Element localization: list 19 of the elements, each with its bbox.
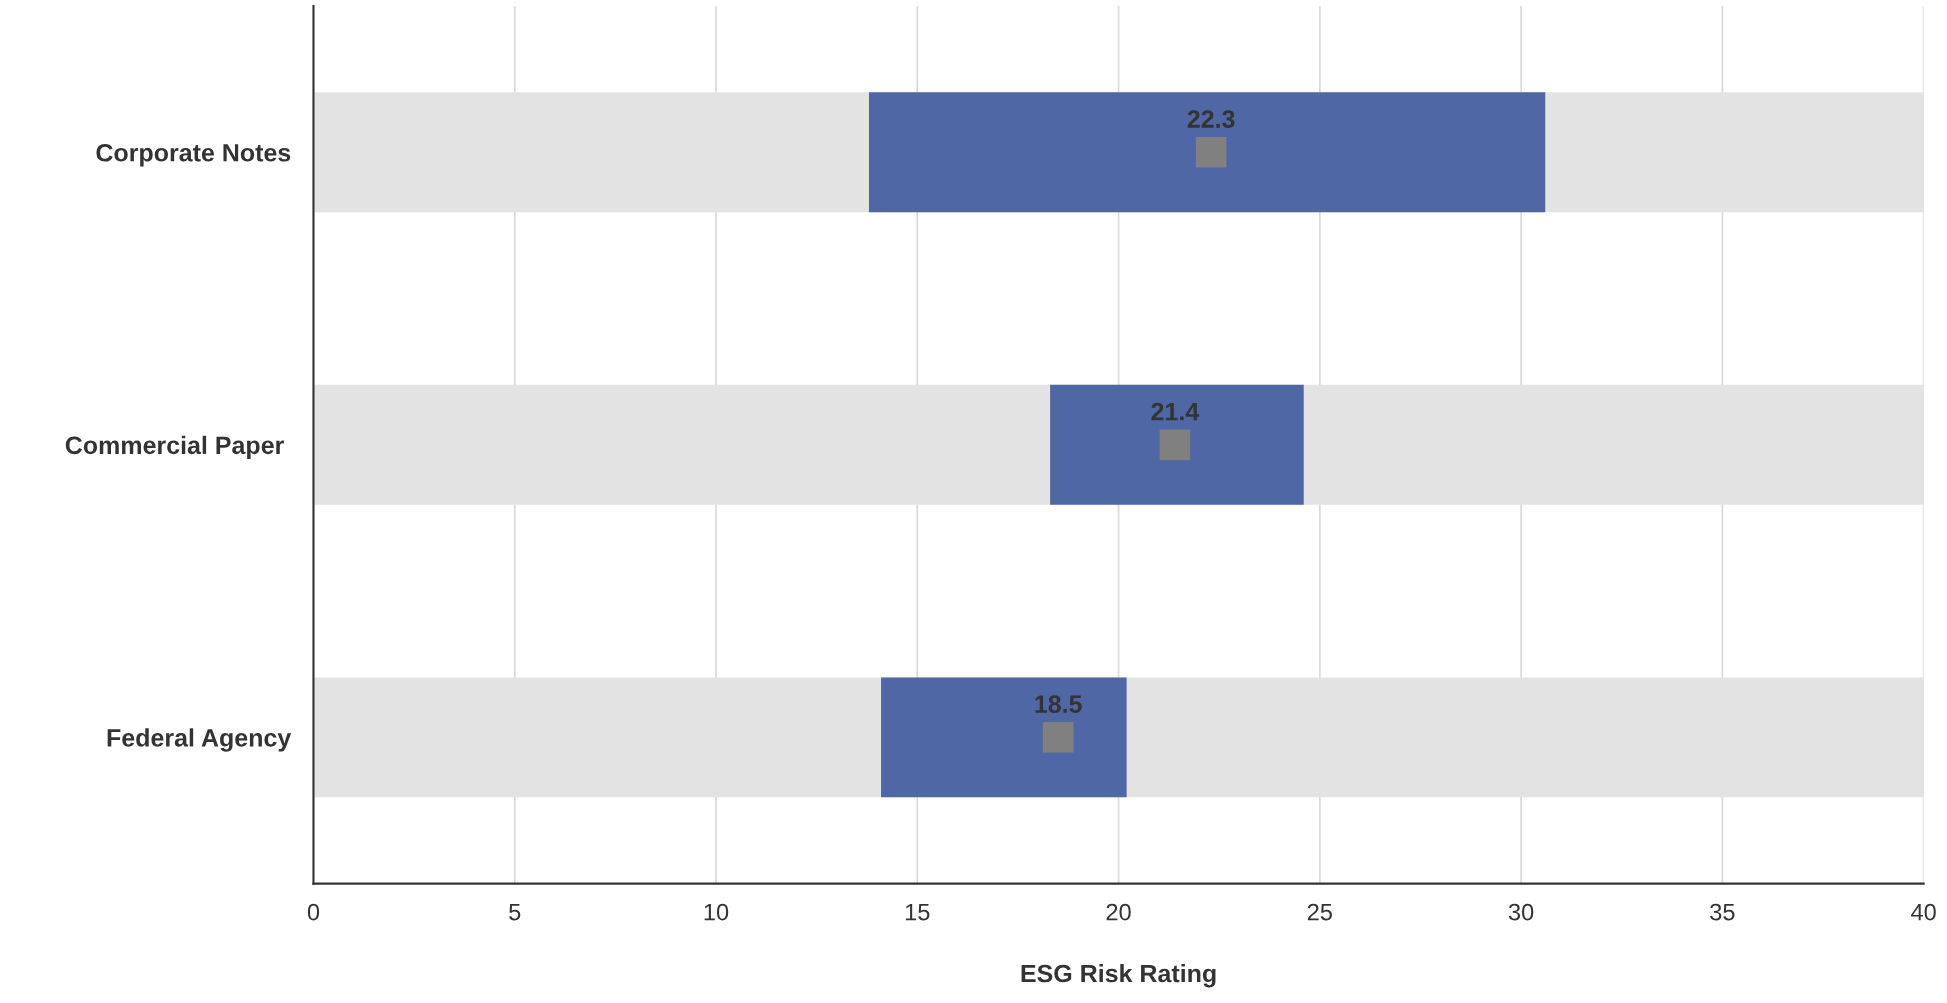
- data-label: 22.3: [1187, 110, 1235, 128]
- bar: [868, 92, 1546, 213]
- bar: [881, 677, 1127, 798]
- x-tick-label: 35: [1710, 903, 1735, 921]
- data-label: 18.5: [1035, 695, 1082, 713]
- x-tick-label: 5: [509, 903, 521, 921]
- y-tick-label: Corporate Notes: [96, 143, 291, 167]
- x-tick-label: 0: [307, 903, 320, 921]
- x-tick-label: 15: [905, 903, 930, 921]
- y-tick-label: Federal Agency: [107, 728, 292, 752]
- data-label: 21.4: [1151, 402, 1200, 421]
- y-tick-label: Commercial Paper: [65, 435, 284, 460]
- x-tick-label: 30: [1508, 903, 1534, 921]
- bar: [1050, 384, 1304, 505]
- x-tick-label: 10: [704, 903, 729, 921]
- x-tick-label: 40: [1911, 903, 1936, 921]
- x-tick-label: 25: [1307, 903, 1332, 921]
- x-tick-label: 20: [1106, 903, 1131, 921]
- x-axis-title: ESG Risk Rating: [1021, 963, 1216, 988]
